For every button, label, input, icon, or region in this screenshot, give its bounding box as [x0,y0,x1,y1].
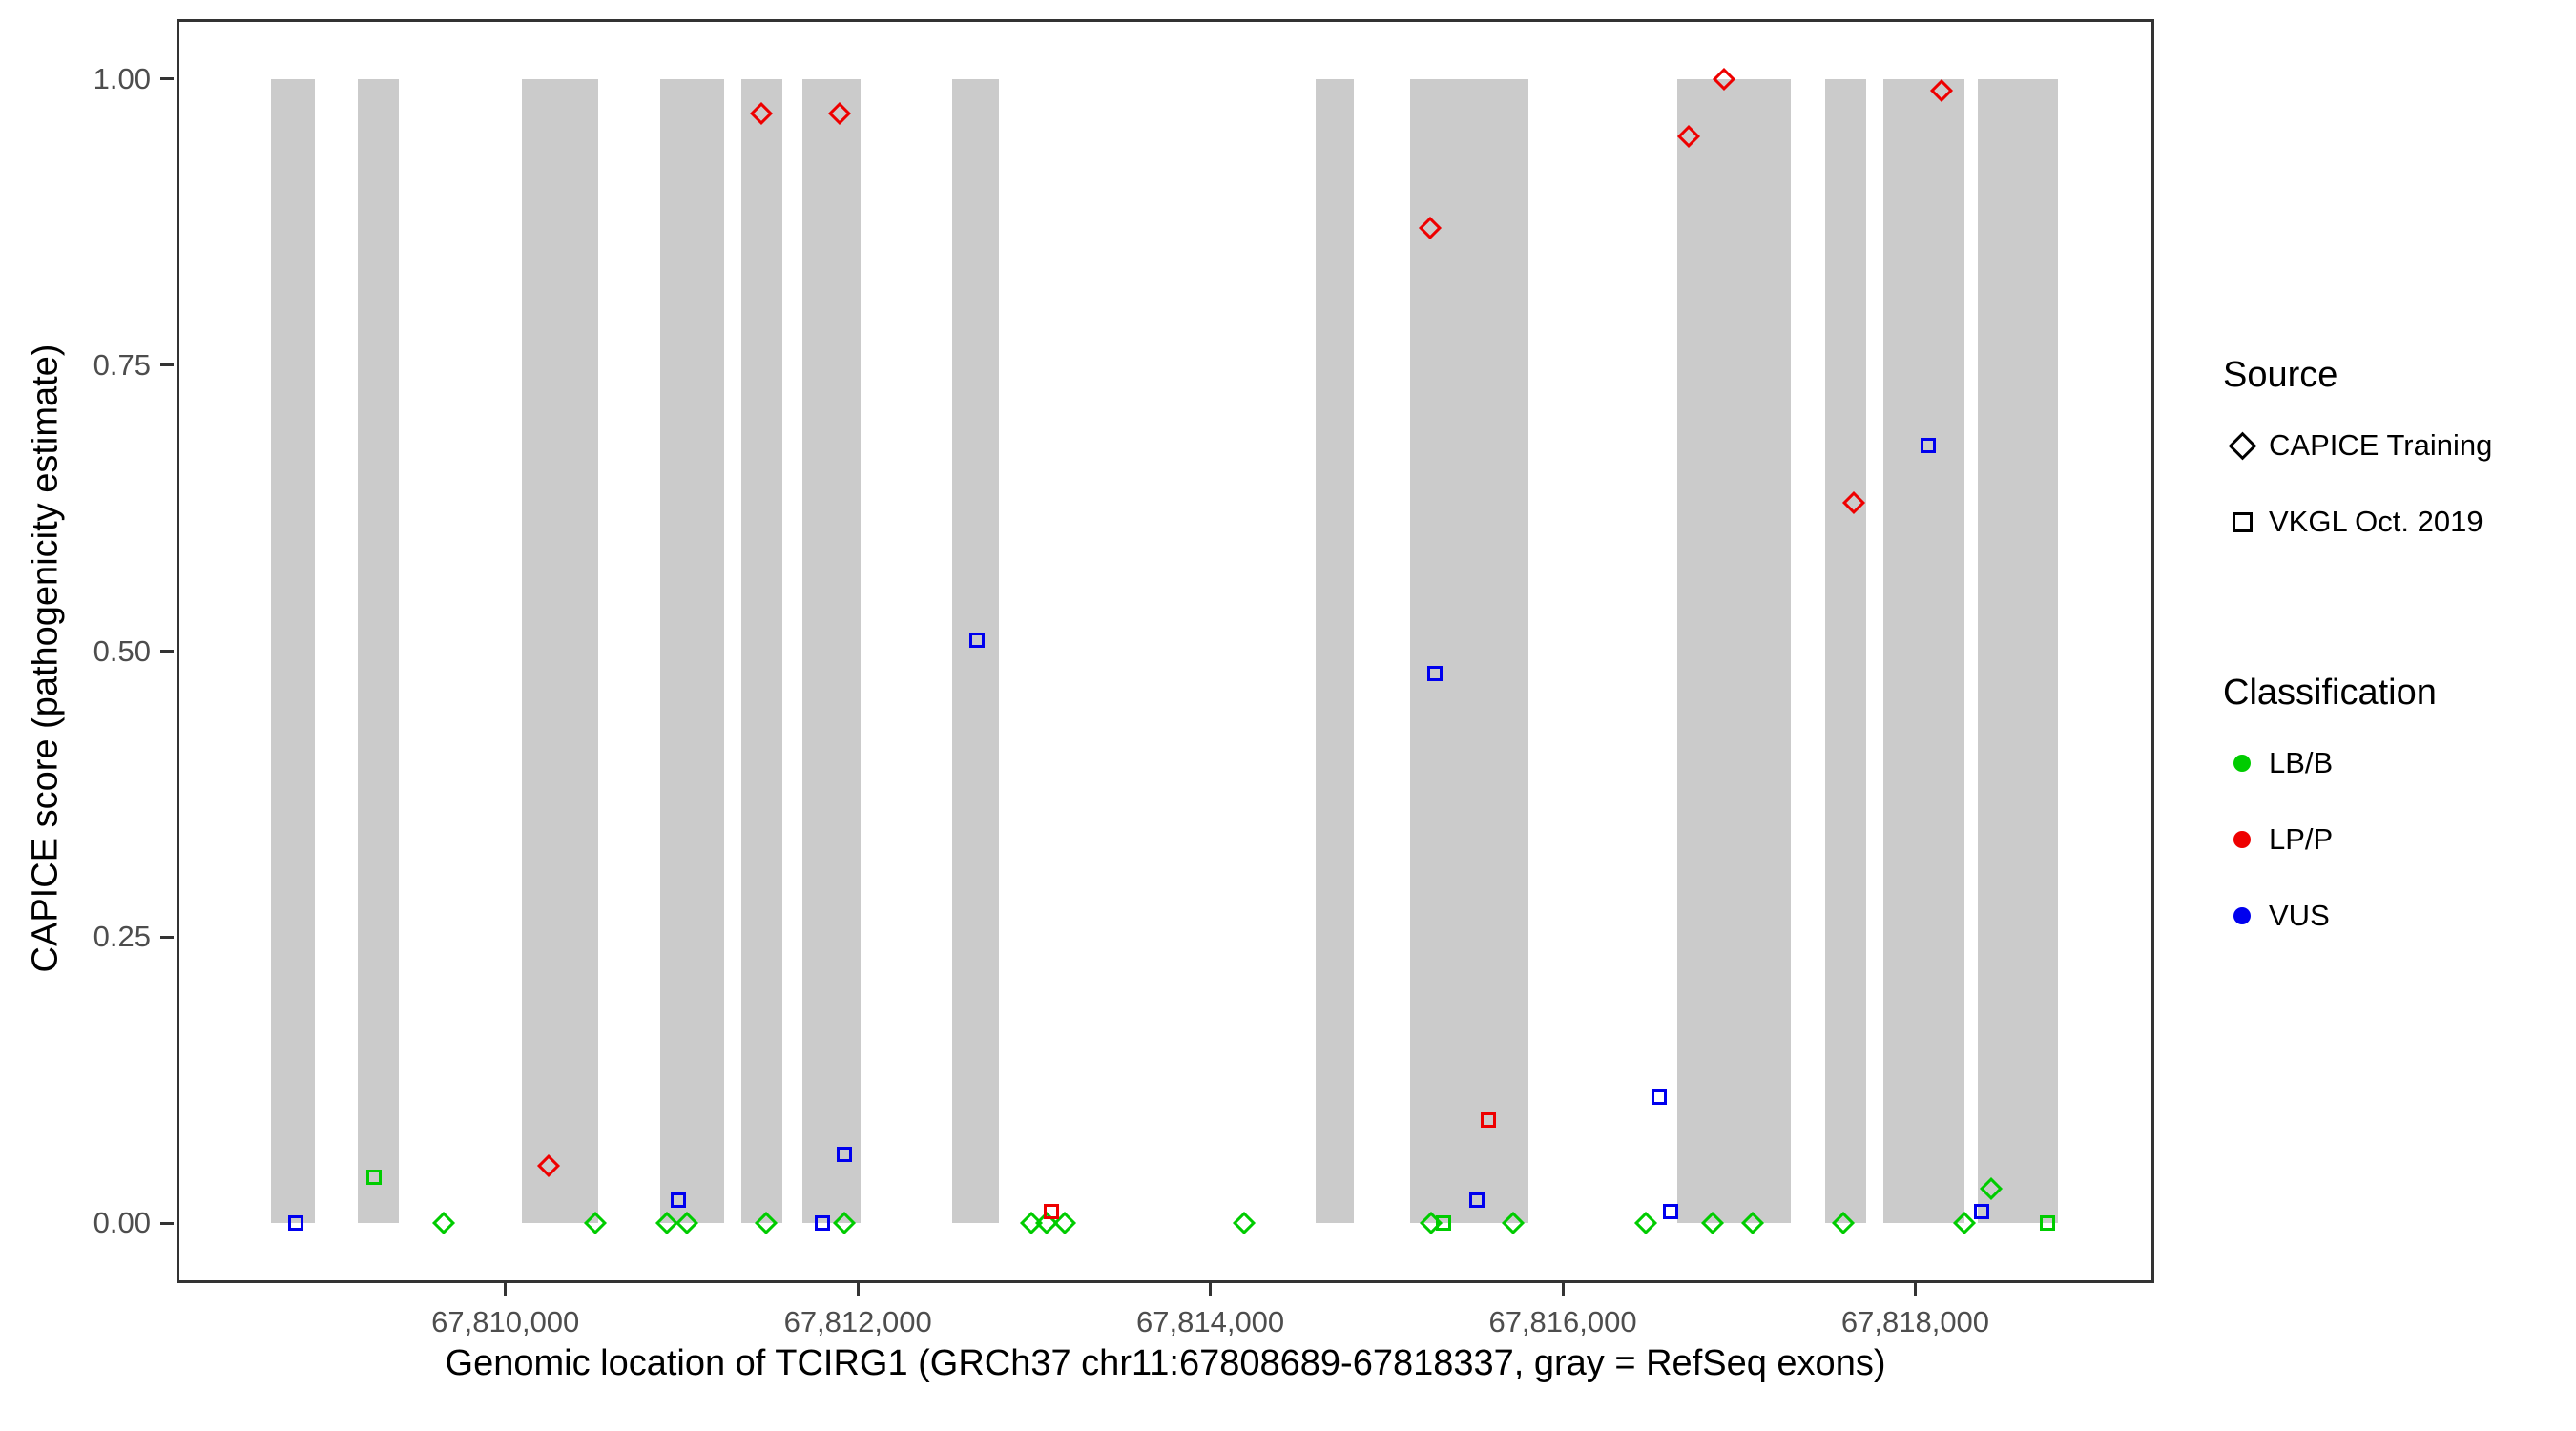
x-axis-title: Genomic location of TCIRG1 (GRCh37 chr11… [445,1343,1886,1383]
legend-item-vus: VUS [2223,899,2492,933]
data-point-square [1920,437,1936,453]
data-point-square [969,632,986,648]
legend-source-title: Source [2223,355,2338,395]
exon-bar [802,78,862,1224]
data-point-square [836,1147,852,1163]
exon-bar [1825,78,1867,1224]
legend-item-vkgl: VKGL Oct. 2019 [2223,505,2492,539]
data-point-square [1468,1192,1485,1209]
data-point-square [1973,1204,1989,1220]
data-point-square [670,1192,686,1209]
exon-bar [522,78,599,1224]
legend-item-lpp: LP/P [2223,822,2492,857]
y-tick-label: 0.75 [93,347,151,382]
green-circle-icon [2233,755,2251,772]
x-tick-label: 67,812,000 [783,1305,932,1338]
y-tick-mark [160,1221,174,1225]
legend-item-label: LP/P [2269,822,2334,856]
exon-bar [1410,78,1528,1224]
x-tick-mark [1209,1283,1213,1296]
exon-bar [740,78,783,1224]
data-point-square [1652,1089,1668,1106]
legend-item-label: LB/B [2269,746,2334,779]
legend-item-label: VKGL Oct. 2019 [2269,505,2483,538]
legend-item-lbb: LB/B [2223,746,2492,780]
x-tick-mark [1913,1283,1917,1296]
exon-bar [271,78,315,1224]
legend: Source CAPICE Training VKGL Oct. 2019 Cl… [2223,355,2492,975]
x-tick-label: 67,816,000 [1488,1305,1637,1338]
legend-item-label: CAPICE Training [2269,428,2493,462]
data-point-square [288,1215,304,1232]
data-point-square [1663,1204,1679,1220]
y-tick-mark [160,650,174,653]
x-tick-label: 67,810,000 [431,1305,580,1338]
diamond-icon [2228,431,2256,460]
data-point-square [2040,1215,2056,1232]
x-tick-mark [1561,1283,1565,1296]
data-point-square [1427,666,1444,682]
exon-bar [1677,78,1791,1224]
y-tick-label: 0.00 [93,1206,151,1240]
x-tick-mark [504,1283,508,1296]
exon-bar [357,78,400,1224]
y-tick-mark [160,935,174,939]
data-point-diamond [1634,1212,1658,1235]
exon-bar [1883,78,1965,1224]
exon-bar [1315,78,1354,1224]
data-point-square [1481,1112,1497,1129]
x-tick-label: 67,814,000 [1136,1305,1285,1338]
blue-circle-icon [2233,907,2251,924]
square-icon [2232,511,2253,532]
red-circle-icon [2233,831,2251,848]
legend-classification-title: Classification [2223,673,2437,713]
plot-panel [177,19,2154,1283]
exon-bar [951,78,999,1224]
y-tick-mark [160,77,174,81]
y-tick-label: 0.50 [93,633,151,668]
y-tick-mark [160,363,174,367]
data-point-square [366,1170,383,1186]
legend-item-capice-training: CAPICE Training [2223,428,2492,463]
data-point-diamond [1233,1212,1257,1235]
exon-bar [659,78,725,1224]
exon-bar [1978,78,2058,1224]
legend-spacer [2223,581,2492,673]
x-tick-mark [856,1283,860,1296]
y-tick-label: 1.00 [93,61,151,95]
data-point-square [815,1215,831,1232]
data-point-square [1435,1215,1451,1232]
data-point-diamond [432,1212,456,1235]
legend-item-label: VUS [2269,899,2330,932]
y-tick-label: 0.25 [93,920,151,954]
data-point-square [1044,1204,1060,1220]
x-tick-label: 67,818,000 [1840,1305,1990,1338]
